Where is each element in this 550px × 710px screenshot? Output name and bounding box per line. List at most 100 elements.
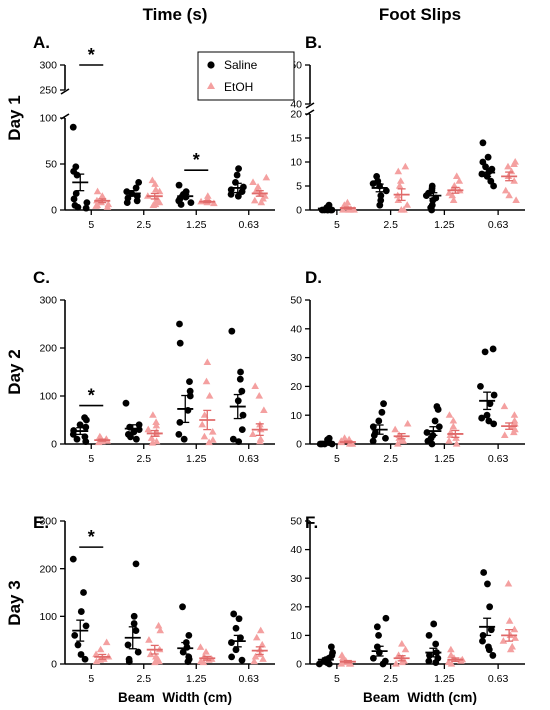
data-point-saline xyxy=(376,201,384,209)
y-tick-label: 200 xyxy=(39,563,57,575)
x-axis-title-left: Beam Width (cm) xyxy=(118,690,232,705)
data-point-etoh xyxy=(510,411,519,418)
y-tick-label: 200 xyxy=(39,343,57,355)
data-point-etoh xyxy=(340,434,349,441)
panel-label: F. xyxy=(305,513,318,532)
data-point-etoh xyxy=(257,198,266,206)
y-tick-label: 250 xyxy=(39,85,57,97)
data-point-saline xyxy=(431,417,439,425)
data-point-etoh xyxy=(148,176,157,184)
data-point-saline xyxy=(135,179,143,186)
data-point-etoh xyxy=(256,437,264,445)
x-tick-label: 1.25 xyxy=(186,219,207,231)
data-point-etoh xyxy=(156,626,165,634)
data-point-etoh xyxy=(391,425,399,433)
data-point-saline xyxy=(232,624,240,632)
data-point-etoh xyxy=(499,637,508,644)
data-point-saline xyxy=(435,423,443,431)
data-point-saline xyxy=(369,180,377,188)
x-tick-label: 1.25 xyxy=(434,219,455,231)
data-point-etoh xyxy=(250,657,259,665)
data-point-saline xyxy=(186,387,194,395)
axis-break-mark xyxy=(60,88,70,95)
data-point-saline xyxy=(238,387,246,395)
y-tick-label: 0 xyxy=(51,439,57,451)
data-point-saline xyxy=(82,204,90,212)
data-point-saline xyxy=(72,190,80,197)
data-point-etoh xyxy=(447,660,456,667)
data-point-saline xyxy=(379,660,387,668)
data-point-etoh xyxy=(92,202,100,209)
data-point-saline xyxy=(382,614,390,622)
x-tick-label: 2.5 xyxy=(383,673,398,685)
panel-a: A. 0 50 100 250 300 5 2.5 1.25 0.63 * * xyxy=(33,33,275,231)
data-point-etoh xyxy=(202,377,211,385)
data-point-saline xyxy=(377,192,385,200)
data-point-saline xyxy=(176,320,183,328)
y-tick-label: 300 xyxy=(39,295,57,307)
data-point-saline xyxy=(375,417,383,425)
data-point-saline xyxy=(186,378,193,385)
x-tick-label: 0.63 xyxy=(239,219,260,231)
data-point-saline xyxy=(179,603,186,611)
data-point-saline xyxy=(432,640,440,648)
data-point-etoh xyxy=(205,656,213,663)
data-point-etoh xyxy=(97,198,106,206)
x-tick-label: 0.63 xyxy=(239,673,260,685)
legend-marker-etoh xyxy=(207,82,215,89)
data-point-etoh xyxy=(403,201,412,208)
data-point-etoh xyxy=(506,645,515,653)
data-point-saline xyxy=(83,199,91,207)
data-point-etoh xyxy=(200,411,209,418)
x-tick-label: 1.25 xyxy=(186,673,207,685)
data-point-saline xyxy=(70,195,78,203)
data-point-saline xyxy=(135,421,143,429)
data-point-saline xyxy=(73,171,81,179)
data-point-etoh xyxy=(151,658,159,666)
data-point-saline xyxy=(175,431,183,438)
data-point-etoh xyxy=(148,439,157,446)
data-point-saline xyxy=(428,206,436,214)
data-point-saline xyxy=(235,165,242,173)
y-tick-label: 50 xyxy=(290,516,302,528)
data-point-saline xyxy=(236,375,244,383)
data-point-saline xyxy=(238,426,246,433)
y-tick-label: 30 xyxy=(290,352,302,364)
data-point-saline xyxy=(370,431,378,439)
data-point-saline xyxy=(186,392,194,400)
data-point-saline xyxy=(228,653,236,661)
data-point-etoh xyxy=(398,639,406,647)
data-point-saline xyxy=(490,182,497,190)
data-point-etoh xyxy=(199,658,208,666)
data-point-saline xyxy=(184,658,192,666)
data-point-saline xyxy=(489,345,497,353)
data-point-saline xyxy=(428,440,436,448)
panel-label: A. xyxy=(33,33,50,52)
data-point-saline xyxy=(486,400,494,408)
data-point-saline xyxy=(315,660,323,668)
data-point-etoh xyxy=(350,206,358,213)
data-point-saline xyxy=(185,632,193,639)
data-point-etoh xyxy=(145,636,153,643)
data-point-saline xyxy=(82,438,90,445)
panel-e: E. 0 100 200 300 5 2.5 1.25 0.63 * xyxy=(33,513,275,685)
data-point-etoh xyxy=(210,199,218,207)
x-tick-label: 5 xyxy=(88,219,94,231)
data-point-saline xyxy=(227,190,235,198)
x-tick-label: 2.5 xyxy=(383,219,398,231)
data-point-saline xyxy=(180,435,188,443)
data-point-saline xyxy=(83,416,90,424)
data-point-saline xyxy=(133,197,141,205)
data-point-etoh xyxy=(501,186,510,194)
data-point-etoh xyxy=(92,657,101,665)
data-point-saline xyxy=(69,431,77,438)
data-point-saline xyxy=(77,608,85,615)
data-point-saline xyxy=(229,435,237,443)
data-point-saline xyxy=(228,639,235,646)
y-tick-label: 30 xyxy=(290,573,302,585)
panel-c: C. 0 100 200 300 5 2.5 1.25 0.63 * xyxy=(33,268,275,465)
x-tick-label: 0.63 xyxy=(488,219,509,231)
x-tick-label: 5 xyxy=(88,673,94,685)
